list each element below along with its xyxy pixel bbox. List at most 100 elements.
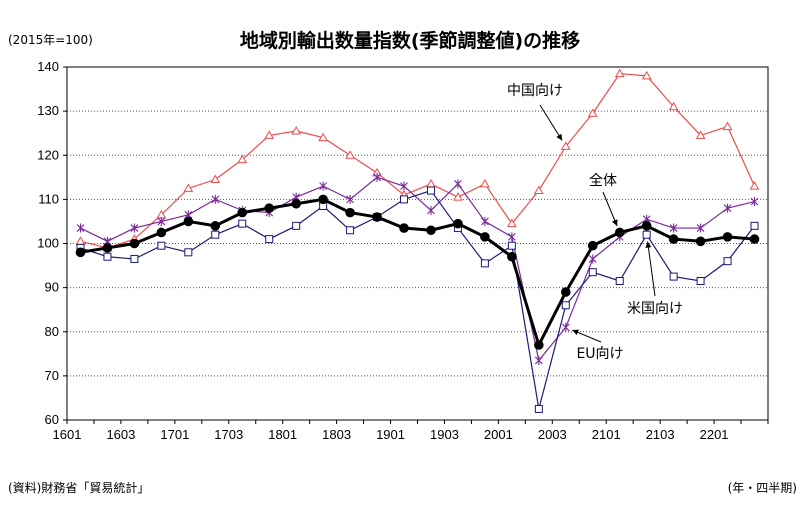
point-us bbox=[157, 241, 166, 250]
point-eu bbox=[454, 179, 462, 189]
point-total bbox=[480, 232, 490, 242]
point-total bbox=[534, 340, 544, 350]
point-eu bbox=[211, 194, 220, 204]
point-total bbox=[318, 194, 328, 205]
point-total bbox=[641, 221, 652, 231]
annotation-label: 米国向け bbox=[627, 301, 683, 317]
point-china bbox=[695, 130, 706, 139]
point-total bbox=[722, 232, 733, 242]
point-china bbox=[507, 218, 517, 228]
point-china bbox=[210, 174, 221, 184]
annotation-label: 中国向け bbox=[507, 83, 563, 99]
point-eu bbox=[76, 223, 85, 233]
x-tick-label: 1601 bbox=[53, 427, 82, 442]
point-total bbox=[156, 227, 167, 238]
point-china bbox=[722, 121, 733, 131]
point-total bbox=[264, 203, 275, 213]
series-china bbox=[75, 68, 760, 252]
period-note: (年・四半期) bbox=[728, 481, 797, 495]
point-total bbox=[507, 251, 517, 262]
point-total bbox=[183, 216, 194, 227]
y-tick-label: 120 bbox=[37, 147, 59, 162]
point-us bbox=[534, 404, 543, 413]
x-tick-label: 2201 bbox=[700, 427, 729, 442]
point-total bbox=[749, 234, 760, 244]
point-china bbox=[560, 141, 571, 150]
source-note: (資料)財務省「貿易統計」 bbox=[8, 480, 149, 495]
series-us bbox=[76, 186, 759, 413]
point-total bbox=[291, 198, 301, 209]
annotation-arrow bbox=[602, 191, 618, 227]
point-us bbox=[103, 252, 112, 261]
x-tick-label: 1803 bbox=[322, 427, 351, 442]
point-china bbox=[318, 132, 328, 142]
point-china bbox=[480, 178, 490, 188]
series-eu bbox=[76, 172, 759, 365]
annotation-arrow bbox=[539, 104, 563, 141]
point-total bbox=[614, 227, 625, 238]
point-eu bbox=[346, 194, 354, 204]
point-china bbox=[587, 108, 598, 117]
y-tick-label: 60 bbox=[45, 412, 59, 427]
point-us bbox=[507, 241, 516, 250]
annotation-arrowhead bbox=[645, 241, 652, 248]
point-china bbox=[668, 101, 679, 111]
point-total bbox=[453, 218, 463, 229]
x-tick-label: 1701 bbox=[160, 427, 189, 442]
point-eu bbox=[400, 181, 408, 191]
point-total bbox=[668, 234, 679, 244]
point-china bbox=[237, 154, 248, 164]
point-us bbox=[426, 186, 435, 195]
point-total bbox=[560, 287, 571, 297]
annotation-arrow bbox=[647, 241, 656, 297]
gridlines bbox=[67, 110, 768, 377]
point-china bbox=[426, 178, 436, 188]
point-china bbox=[291, 125, 302, 135]
annotation-arrowhead bbox=[556, 133, 563, 141]
point-eu bbox=[427, 205, 435, 215]
point-china bbox=[641, 70, 652, 80]
series-line-eu bbox=[80, 176, 755, 362]
point-eu bbox=[157, 216, 166, 226]
point-us bbox=[400, 195, 409, 204]
point-eu bbox=[319, 181, 328, 191]
point-eu bbox=[130, 223, 139, 233]
point-us bbox=[480, 259, 489, 268]
x-tick-label: 2003 bbox=[538, 427, 567, 442]
y-tick-label: 140 bbox=[37, 59, 59, 74]
point-total bbox=[75, 247, 86, 258]
point-us bbox=[696, 277, 705, 286]
point-total bbox=[129, 238, 140, 249]
annotation-label: 全体 bbox=[589, 172, 617, 189]
point-us bbox=[292, 221, 301, 230]
plot-frame bbox=[66, 66, 769, 421]
point-total bbox=[237, 207, 248, 218]
x-tick-label: 2001 bbox=[484, 427, 513, 442]
y-tick-label: 90 bbox=[45, 280, 59, 295]
annotation-label: EU向け bbox=[576, 346, 623, 362]
point-us bbox=[211, 230, 220, 239]
point-us bbox=[642, 230, 651, 239]
point-eu bbox=[696, 223, 705, 233]
point-eu bbox=[534, 355, 543, 365]
point-china bbox=[749, 181, 760, 190]
point-total bbox=[210, 221, 221, 231]
point-total bbox=[399, 223, 409, 233]
annotation-arrowhead bbox=[611, 219, 618, 226]
point-eu bbox=[750, 197, 759, 207]
point-eu bbox=[588, 254, 597, 264]
point-us bbox=[615, 277, 624, 286]
x-tick-label: 2103 bbox=[646, 427, 675, 442]
point-total bbox=[372, 212, 382, 222]
point-total bbox=[345, 207, 355, 218]
point-eu bbox=[561, 322, 570, 332]
point-us bbox=[750, 221, 759, 230]
point-china bbox=[533, 185, 544, 195]
point-china bbox=[183, 183, 194, 192]
point-us bbox=[184, 248, 193, 257]
point-us bbox=[561, 301, 570, 310]
point-china bbox=[453, 192, 463, 201]
x-tick-label: 1901 bbox=[376, 427, 405, 442]
point-us bbox=[130, 254, 139, 263]
point-eu bbox=[481, 216, 489, 226]
